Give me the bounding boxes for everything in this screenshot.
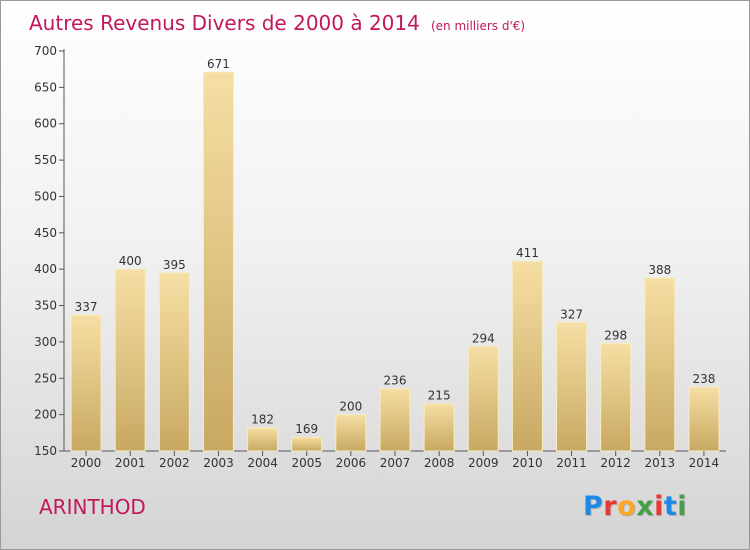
data-label: 327 — [560, 307, 583, 321]
y-tick-label: 450 — [34, 226, 57, 240]
x-tick-label: 2009 — [468, 456, 499, 470]
bar — [600, 342, 632, 452]
x-tick-label: 2013 — [645, 456, 676, 470]
y-tick-label: 250 — [34, 371, 57, 385]
chart-title: Autres Revenus Divers de 2000 à 2014 (en… — [29, 11, 525, 35]
logo-letter: i — [654, 491, 664, 522]
data-label: 388 — [648, 263, 671, 277]
bar — [423, 403, 455, 452]
y-tick-label: 400 — [34, 262, 57, 276]
y-tick-label: 550 — [34, 153, 57, 167]
x-tick-label: 2001 — [115, 456, 146, 470]
x-tick-label: 2011 — [556, 456, 587, 470]
bar — [291, 436, 323, 452]
x-tick-label: 2008 — [424, 456, 455, 470]
bar — [202, 71, 234, 452]
logo-letter: P — [583, 491, 604, 522]
data-label: 337 — [75, 300, 98, 314]
bar — [379, 387, 411, 452]
title-text: Autres Revenus Divers de 2000 à 2014 — [29, 11, 420, 35]
logo-letter: r — [603, 491, 618, 522]
x-tick-label: 2003 — [203, 456, 234, 470]
data-label: 411 — [516, 246, 539, 260]
x-tick-label: 2005 — [291, 456, 322, 470]
bar — [688, 386, 720, 452]
x-tick-label: 2010 — [512, 456, 543, 470]
bar — [158, 272, 190, 452]
proxiti-logo: Proxiti — [583, 491, 687, 522]
data-label: 236 — [384, 373, 407, 387]
data-label: 671 — [207, 57, 230, 71]
bar — [644, 277, 676, 452]
x-tick-label: 2006 — [336, 456, 367, 470]
bar — [467, 345, 499, 452]
logo-letter: x — [636, 491, 655, 522]
y-tick-label: 700 — [34, 44, 57, 58]
x-tick-label: 2007 — [380, 456, 411, 470]
data-label: 182 — [251, 413, 274, 427]
bar — [70, 314, 102, 452]
bar — [511, 260, 543, 452]
y-tick-label: 300 — [34, 335, 57, 349]
x-tick-label: 2012 — [600, 456, 631, 470]
logo-letter: t — [663, 491, 678, 522]
y-tick-label: 350 — [34, 299, 57, 313]
logo-letter: i — [677, 491, 688, 522]
data-label: 395 — [163, 258, 186, 272]
x-tick-label: 2004 — [247, 456, 278, 470]
data-label: 294 — [472, 331, 495, 345]
data-label: 400 — [119, 254, 142, 268]
data-label: 215 — [428, 389, 451, 403]
logo-letter: o — [617, 491, 637, 522]
commune-name: ARINTHOD — [39, 495, 146, 519]
y-tick-label: 600 — [34, 117, 57, 131]
y-tick-label: 500 — [34, 189, 57, 203]
x-tick-label: 2014 — [689, 456, 720, 470]
data-label: 200 — [339, 400, 362, 414]
title-unit: (en milliers d'€) — [430, 19, 526, 33]
bar — [114, 268, 146, 452]
data-label: 298 — [604, 328, 627, 342]
bar — [556, 321, 588, 452]
bar — [335, 414, 367, 452]
y-tick-label: 650 — [34, 80, 57, 94]
x-tick-label: 2000 — [71, 456, 102, 470]
data-label: 238 — [692, 372, 715, 386]
y-tick-label: 150 — [34, 444, 57, 458]
data-label: 169 — [295, 422, 318, 436]
bar — [247, 427, 279, 452]
x-tick-label: 2002 — [159, 456, 190, 470]
y-tick-label: 200 — [34, 408, 57, 422]
